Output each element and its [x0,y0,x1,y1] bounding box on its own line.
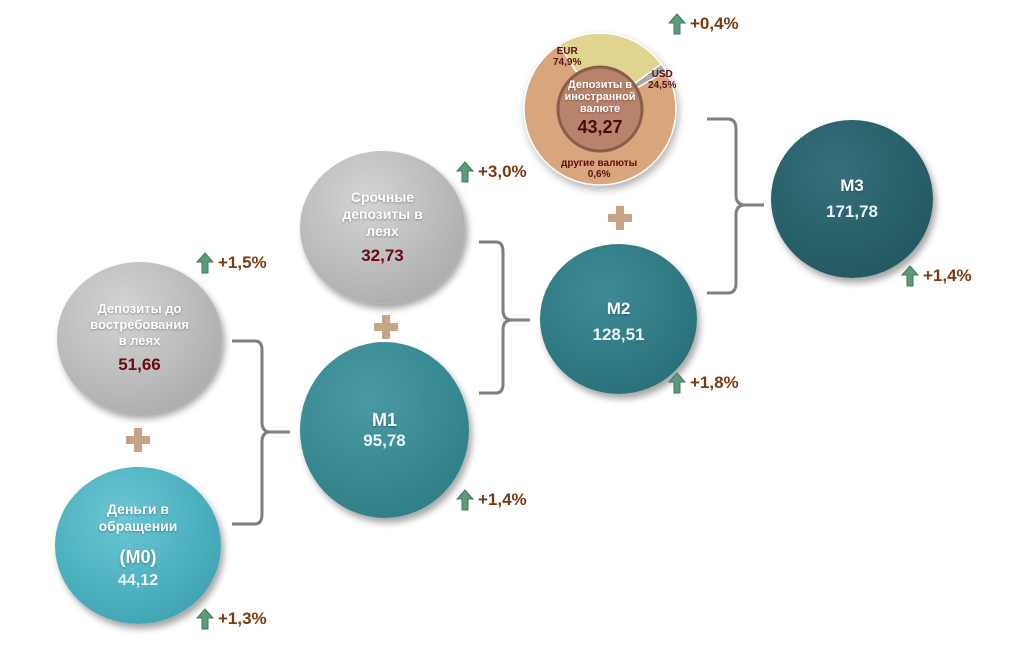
node-m1: M1 95,78 [300,342,469,518]
node-demand-deposits: Депозиты до востребования в леях 51,66 [57,262,222,414]
foreign-value: 43,27 [577,117,623,137]
plus-icon [126,428,150,452]
change-demand-text: +1,5% [218,253,267,272]
m0-label-line2: обращении [98,518,178,534]
arrow-up-icon [668,13,686,35]
term-label-line2: депозиты в [342,206,423,222]
arrow-up-icon [668,372,686,394]
node-foreign-deposits: EUR 74,9% USD 24,5% другие валюты 0,6% Д… [523,26,677,192]
arrow-up-icon [456,161,474,183]
term-value: 32,73 [361,246,404,265]
node-term-deposits: Срочные депозиты в леях 32,73 [300,151,465,304]
m0-code: (M0) [119,547,157,567]
demand-label-line1: Депозиты до [97,301,182,316]
eur-name: EUR [556,46,578,57]
change-demand: +1,5% [196,252,267,274]
foreign-label-line2: иностранной [564,91,636,103]
m3-value: 171,78 [826,202,878,221]
bracket-m0-demand [232,339,290,526]
foreign-label-line1: Депозиты в [567,79,633,91]
change-m0-text: +1,3% [218,609,267,628]
m1-label: M1 [371,409,397,430]
arrow-up-icon [196,252,214,274]
node-m2: M2 128,51 [540,244,697,394]
donut-inner-circle [556,65,644,153]
change-term: +3,0% [456,161,527,183]
change-m2: +1,8% [668,372,739,394]
node-m3: M3 171,78 [771,120,933,278]
node-m0: Деньги в обращении (M0) 44,12 [55,467,221,624]
arrow-up-icon [456,489,474,511]
other-share: 0,6% [587,169,611,180]
eur-share: 74,9% [553,57,582,68]
change-foreign-text: +0,4% [690,14,739,33]
change-m3-text: +1,4% [923,266,972,285]
plus-icon [608,206,632,230]
foreign-center: Депозиты в иностранной валюте 43,27 [558,79,642,138]
change-m1: +1,4% [456,489,527,511]
arrow-up-icon [901,265,919,287]
change-m0: +1,3% [196,608,267,630]
plus-icon [374,315,398,339]
m2-label: M2 [606,299,631,318]
term-label-line3: леях [366,223,399,239]
other-name: другие валюты [561,158,638,169]
foreign-label-line3: валюте [579,103,621,115]
bracket-m2-foreign [707,117,764,295]
change-m3: +1,4% [901,265,972,287]
usd-name: USD [651,69,673,80]
bracket-m1-term [479,240,530,395]
other-label: другие валюты 0,6% [561,158,637,180]
m2-value: 128,51 [592,325,645,344]
eur-label: EUR 74,9% [553,46,581,68]
m3-label: M3 [840,176,864,195]
foreign-donut-chart [523,32,677,186]
usd-label: USD 24,5% [648,69,676,91]
demand-label-line3: в леях [118,333,161,348]
m1-value: 95,78 [363,430,406,450]
demand-label-line2: востребования [90,317,189,332]
usd-share: 24,5% [648,80,677,91]
m0-value: 44,12 [117,572,159,589]
change-m2-text: +1,8% [690,373,739,392]
m0-label-line1: Деньги в [107,501,169,517]
demand-value: 51,66 [118,355,161,374]
change-foreign: +0,4% [668,13,739,35]
term-label-line1: Срочные [350,189,415,205]
change-m1-text: +1,4% [478,490,527,509]
arrow-up-icon [196,608,214,630]
change-term-text: +3,0% [478,162,527,181]
